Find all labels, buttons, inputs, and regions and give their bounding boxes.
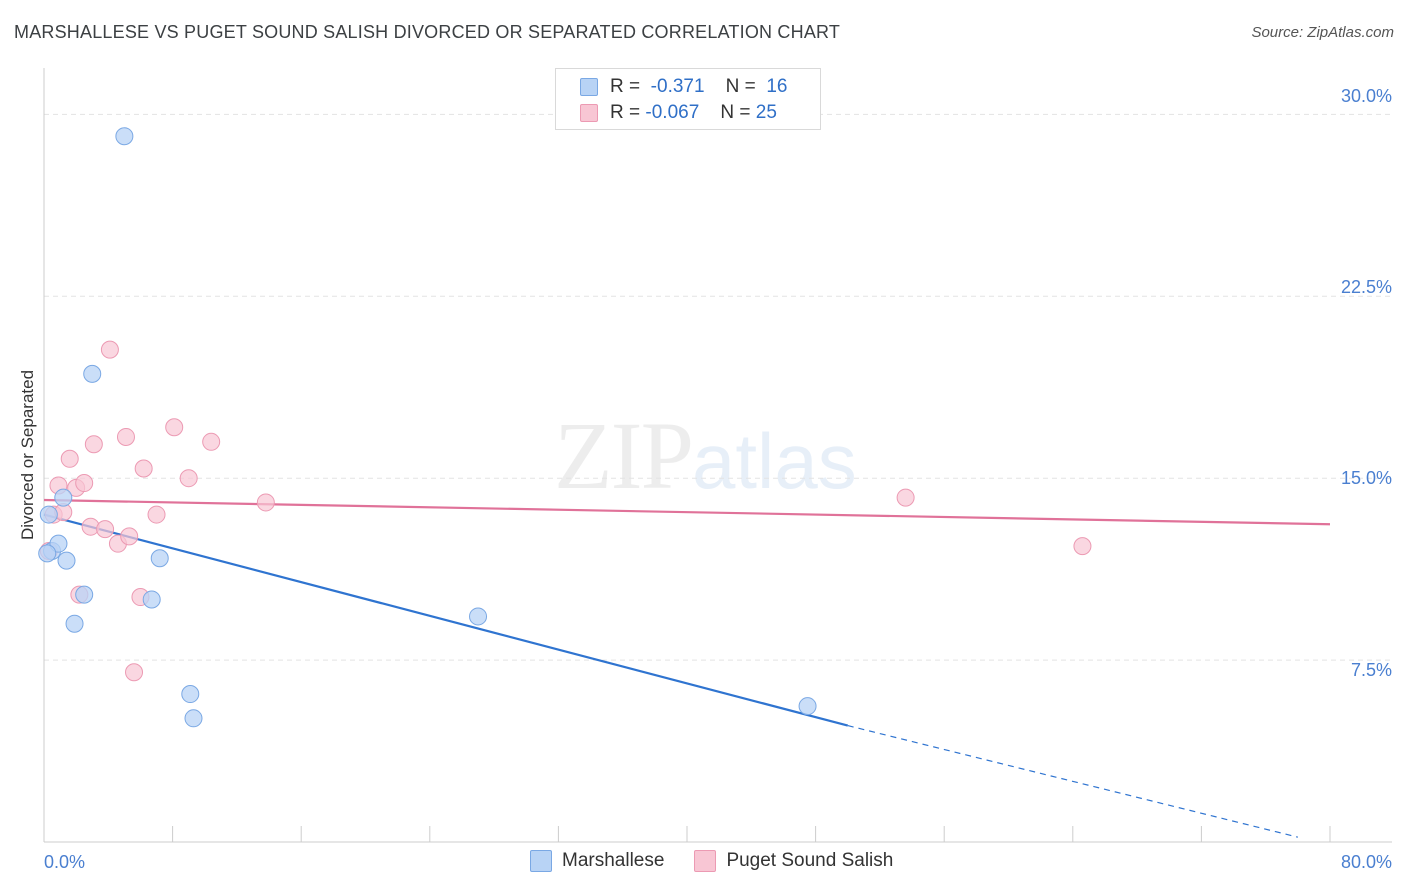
y-tick-label: 15.0% [1340,468,1392,488]
legend-row-marshallese: R = -0.371 N = 16 [556,74,787,100]
marshallese-point [65,614,84,633]
legend-label: Marshallese [562,850,665,871]
n-label: N = [725,76,756,97]
salish-trend-line [43,498,1331,526]
marshallese-trend-extension [847,724,1298,838]
n-value: 25 [755,102,777,123]
marshallese-point [57,551,76,570]
legend-row-salish: R = -0.067 N = 25 [556,100,777,126]
marshallese-swatch [530,850,552,872]
salish-point [179,469,198,488]
watermark-atlas: atlas [692,417,857,505]
salish-point [147,505,166,524]
correlation-legend: R = -0.371 N = 16 R = -0.067 N = 25 [555,68,821,130]
r-value: -0.067 [645,102,700,123]
legend-label: Puget Sound Salish [726,850,894,871]
series-legend: Marshallese Puget Sound Salish [530,850,923,872]
n-value: 16 [766,76,788,97]
marshallese-point [184,709,203,728]
salish-point [116,427,135,446]
watermark: ZIPatlas [554,400,857,511]
marshallese-point [115,127,134,146]
legend-item-marshallese[interactable]: Marshallese [530,850,664,872]
marshallese-swatch [580,78,598,96]
r-value: -0.371 [650,76,705,97]
marshallese-trend-line [43,513,849,727]
salish-point [75,474,94,493]
marshallese-point [75,585,94,604]
salish-point [1073,537,1092,556]
salish-point [896,488,915,507]
marshallese-point [83,364,102,383]
salish-swatch [580,104,598,122]
y-tick-label: 7.5% [1350,660,1392,680]
y-axis-label: Divorced or Separated [18,369,37,541]
marshallese-point [181,685,200,704]
marshallese-point [39,505,58,524]
watermark-zip: ZIP [554,402,694,509]
source-credit: Source: ZipAtlas.com [1251,24,1394,41]
salish-point [134,459,153,478]
marshallese-point [798,697,817,716]
salish-point [100,340,119,359]
marshallese-point [150,549,169,568]
salish-point [84,435,103,454]
salish-point [60,449,79,468]
marshallese-point [54,488,73,507]
salish-point [125,663,144,682]
marshallese-point [38,544,57,563]
marshallese-point [469,607,488,626]
salish-point [96,520,115,539]
x-tick-label: 80.0% [1340,852,1392,872]
x-tick-label: 0.0% [44,852,86,872]
y-tick-label: 30.0% [1340,86,1392,106]
legend-item-salish[interactable]: Puget Sound Salish [694,850,893,872]
r-label: R = [610,76,641,97]
marshallese-point [142,590,161,609]
n-label: N = [720,102,751,123]
r-label: R = [610,102,641,123]
salish-point [120,527,139,546]
chart-title: MARSHALLESE VS PUGET SOUND SALISH DIVORC… [14,22,841,42]
salish-point [256,493,275,512]
y-tick-label: 22.5% [1340,277,1392,297]
salish-swatch [694,850,717,872]
salish-point [165,418,184,437]
salish-point [202,432,221,451]
